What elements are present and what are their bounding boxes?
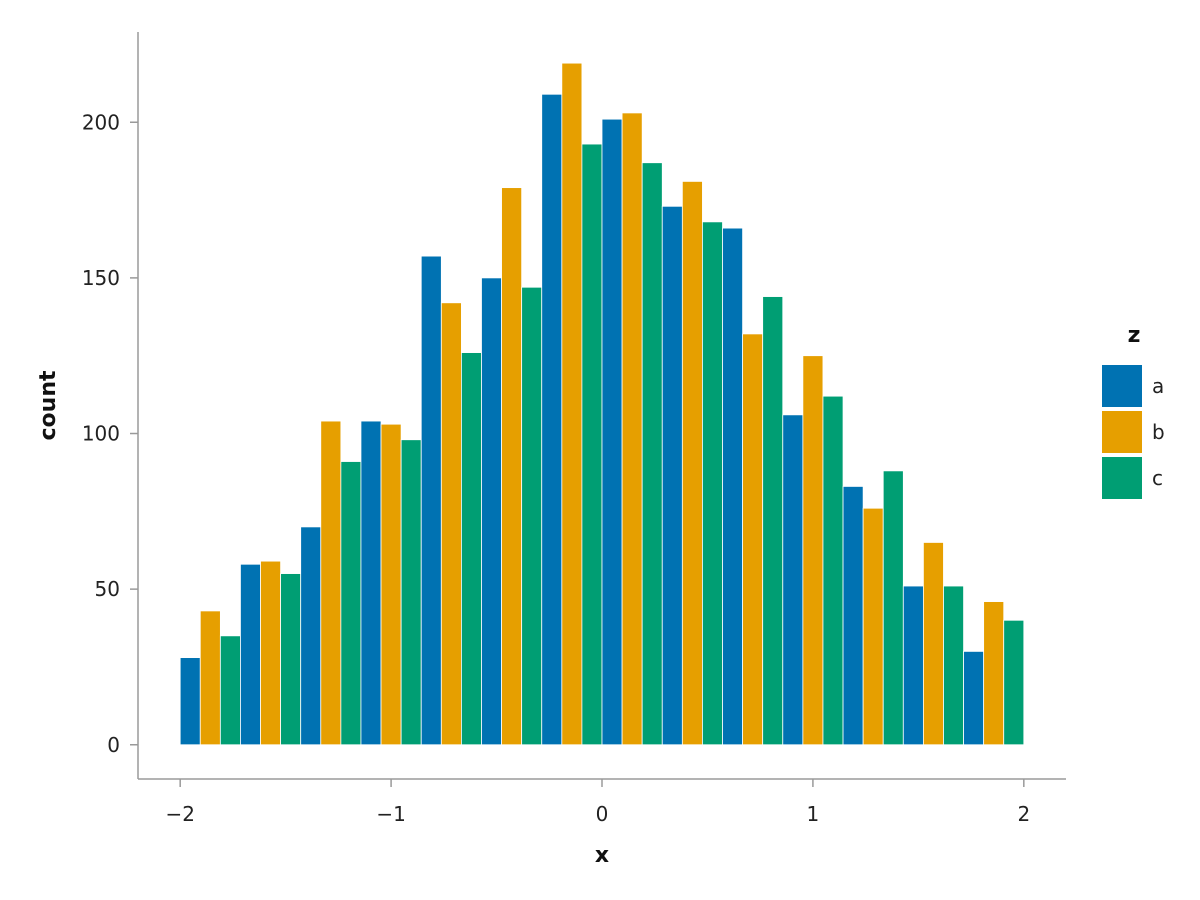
bar-c-bin-0: [219, 635, 241, 746]
bar-b-bin-2: [320, 420, 342, 746]
legend-swatch-a: [1102, 365, 1142, 407]
bar-a-bin-0: [179, 657, 201, 746]
bars-group: [179, 62, 1025, 746]
bar-c-bin-10: [822, 395, 844, 746]
legend-swatch-b: [1102, 411, 1142, 453]
bar-b-bin-9: [742, 333, 764, 746]
legend-label-b: b: [1152, 420, 1165, 444]
bar-a-bin-13: [963, 650, 985, 746]
bar-a-bin-8: [661, 205, 683, 746]
x-tick-label: −1: [376, 802, 405, 826]
bar-b-bin-3: [380, 423, 402, 746]
bar-b-bin-7: [621, 112, 643, 746]
bar-a-bin-9: [722, 227, 744, 746]
bar-c-bin-13: [1003, 619, 1025, 746]
bar-a-bin-2: [300, 526, 322, 746]
bar-b-bin-8: [681, 180, 703, 746]
bar-a-bin-6: [541, 93, 563, 746]
bar-c-bin-5: [521, 286, 543, 746]
bar-b-bin-10: [802, 355, 824, 746]
bar-b-bin-4: [440, 302, 462, 746]
bar-c-bin-11: [882, 470, 904, 746]
bar-c-bin-8: [702, 221, 723, 746]
y-axis-ticks: 0 50 100 150 200: [82, 110, 138, 757]
legend-title: z: [1128, 323, 1141, 348]
bar-c-bin-12: [943, 585, 964, 746]
legend-items: abc: [1102, 365, 1165, 499]
bar-a-bin-10: [782, 414, 804, 746]
bar-c-bin-9: [762, 296, 784, 746]
bar-a-bin-11: [842, 486, 864, 746]
bar-a-bin-4: [420, 255, 442, 746]
bar-b-bin-12: [922, 542, 944, 746]
y-tick-label: 150: [82, 266, 120, 290]
bar-c-bin-7: [641, 162, 663, 746]
legend-label-c: c: [1152, 466, 1163, 490]
x-tick-label: 2: [1017, 802, 1030, 826]
bar-c-bin-4: [460, 352, 482, 746]
x-tick-label: 1: [807, 802, 820, 826]
legend-swatch-c: [1102, 457, 1142, 499]
y-axis-title: count: [36, 370, 61, 440]
bar-a-bin-12: [902, 585, 924, 746]
bar-c-bin-1: [280, 573, 302, 746]
bar-b-bin-1: [260, 560, 282, 746]
bar-b-bin-0: [199, 610, 221, 746]
legend: z abc: [1102, 323, 1165, 499]
bar-a-bin-3: [360, 420, 382, 746]
y-tick-label: 0: [107, 733, 120, 757]
y-tick-label: 200: [82, 110, 120, 134]
legend-label-a: a: [1152, 374, 1164, 398]
y-tick-label: 50: [95, 577, 120, 601]
bar-c-bin-6: [581, 143, 603, 746]
x-tick-label: −2: [165, 802, 194, 826]
bar-b-bin-11: [862, 507, 884, 746]
bar-a-bin-1: [240, 563, 261, 746]
y-tick-label: 100: [82, 422, 120, 446]
x-axis-ticks: −2 −1 0 1 2: [165, 779, 1030, 826]
bar-b-bin-5: [501, 187, 523, 746]
bar-b-bin-6: [561, 62, 583, 746]
bar-b-bin-13: [983, 601, 1005, 746]
bar-c-bin-3: [400, 439, 422, 746]
bar-c-bin-2: [340, 461, 362, 746]
x-axis-title: x: [595, 843, 609, 868]
bar-a-bin-7: [601, 118, 623, 746]
bar-a-bin-5: [481, 277, 502, 746]
x-tick-label: 0: [596, 802, 609, 826]
